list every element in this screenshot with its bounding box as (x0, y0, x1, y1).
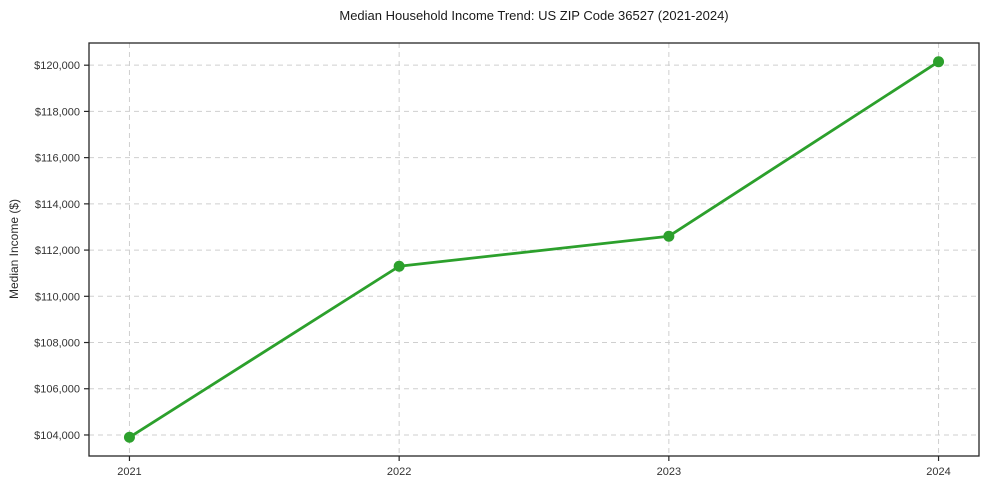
y-tick-label: $118,000 (35, 106, 80, 118)
y-tick-label: $110,000 (35, 291, 80, 303)
data-point-marker (123, 431, 135, 443)
y-tick-label: $114,000 (35, 199, 80, 211)
plot-border (88, 42, 980, 457)
trend-line (128, 60, 940, 439)
x-tick-label: 2021 (117, 466, 141, 478)
x-tick-label: 2022 (387, 466, 411, 478)
y-tick-label: $112,000 (35, 245, 80, 257)
y-tick-label: $104,000 (34, 430, 80, 442)
chart-title: Median Household Income Trend: US ZIP Co… (339, 8, 729, 23)
y-tick-label: $106,000 (34, 384, 80, 396)
y-tick-label: $120,000 (34, 60, 80, 72)
x-tick-label: 2023 (657, 466, 681, 478)
x-tick-label: 2024 (926, 466, 950, 478)
data-point-marker (663, 230, 675, 242)
data-point-marker (933, 56, 945, 68)
y-tick-label: $108,000 (34, 338, 80, 350)
y-tick-label: $116,000 (35, 153, 80, 165)
data-point-marker (393, 260, 405, 272)
